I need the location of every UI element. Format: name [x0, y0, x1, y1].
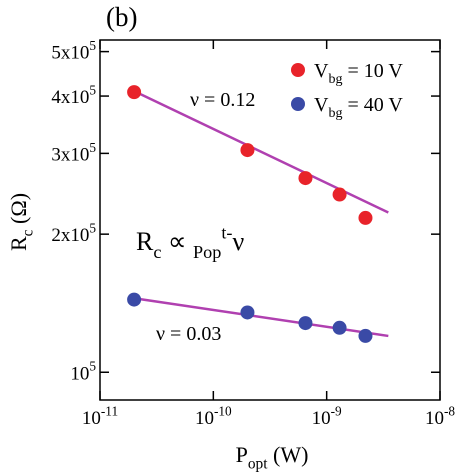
data-point: [127, 85, 142, 100]
y-axis-label: Rc (Ω): [6, 193, 37, 251]
y-tick-label: 3x105: [51, 140, 96, 166]
legend-label: Vbg = 10 V: [314, 60, 403, 87]
legend-marker: [291, 63, 305, 77]
annotation: Rc ∝ Popt-ν: [136, 222, 244, 261]
y-tick-label: 5x105: [51, 38, 96, 64]
data-point: [358, 210, 373, 225]
x-axis-label: Popt (W): [236, 442, 309, 473]
legend-marker: [291, 97, 305, 111]
data-point: [298, 171, 313, 186]
plot-frame: [99, 39, 441, 401]
data-point: [332, 187, 347, 202]
x-tick-label: 10-10: [195, 403, 232, 429]
y-tick-label: 4x105: [51, 83, 96, 109]
annotation: ν = 0.03: [156, 323, 221, 345]
annotation: ν = 0.12: [190, 89, 255, 111]
legend-label: Vbg = 40 V: [314, 94, 403, 121]
x-tick-label: 10-11: [82, 403, 118, 429]
y-tick-label: 2x105: [51, 221, 96, 247]
data-point: [332, 320, 347, 335]
y-tick-label: 105: [70, 359, 96, 385]
data-point: [127, 292, 142, 307]
panel-label: (b): [106, 2, 137, 32]
data-point: [240, 305, 255, 320]
x-tick-label: 10-9: [312, 403, 342, 429]
data-point: [298, 316, 313, 331]
x-tick-label: 10-8: [425, 403, 455, 429]
data-point: [358, 328, 373, 343]
data-point: [240, 143, 255, 158]
